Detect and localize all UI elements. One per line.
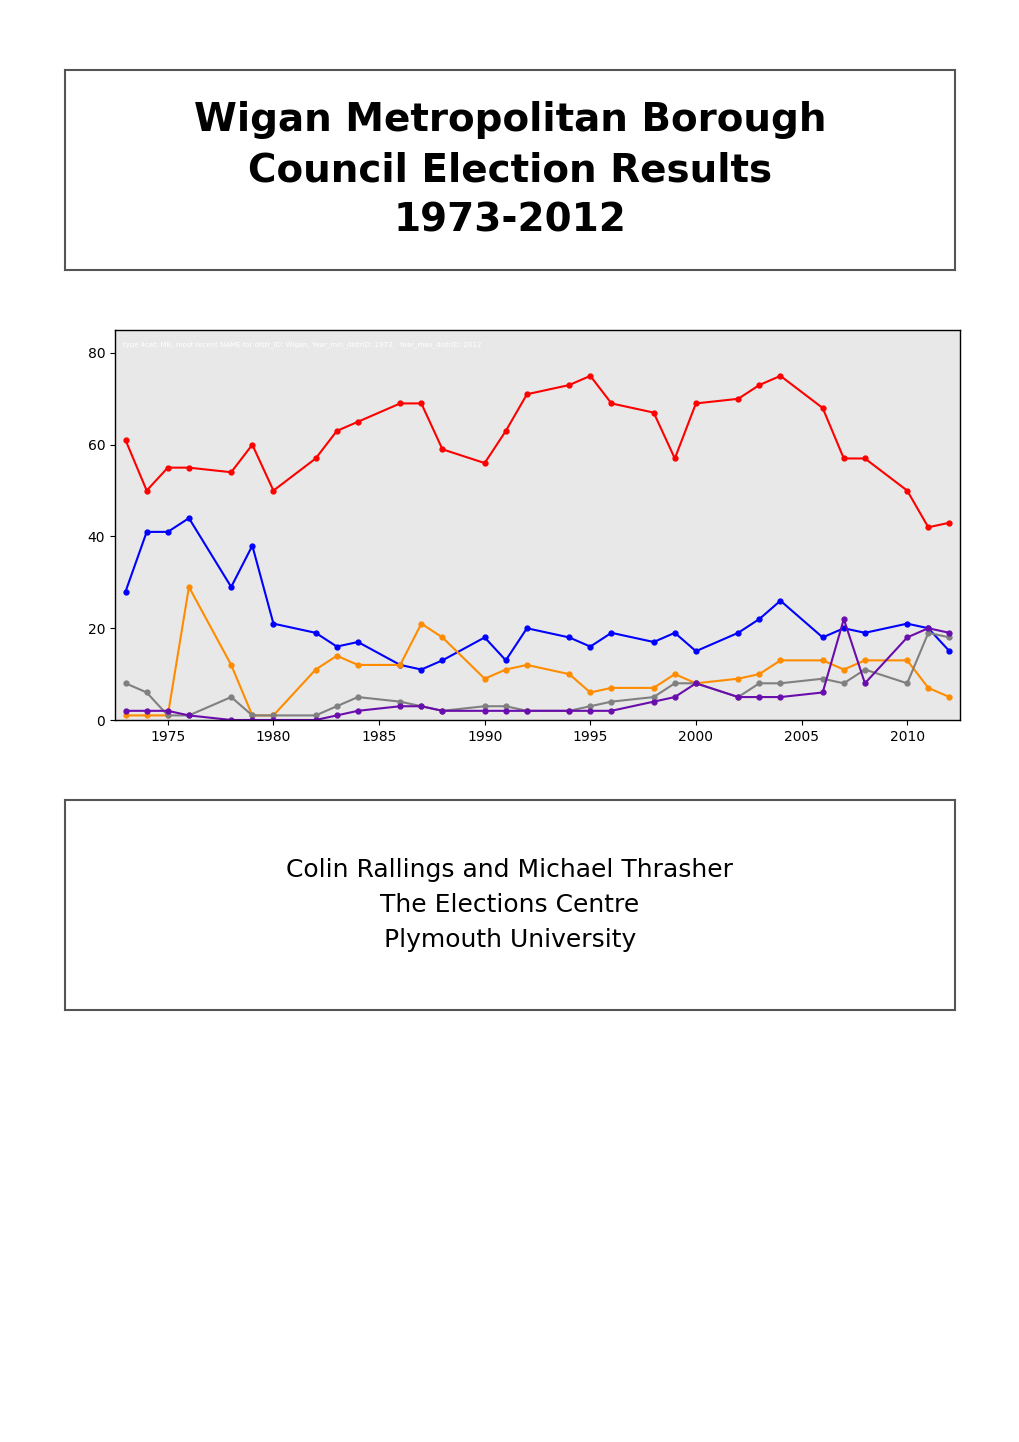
Text: type 4cat: MB, most recent NAME for distr_ID: Wigan, Year_min_distrID: 1973,  Ye: type 4cat: MB, most recent NAME for dist… bbox=[123, 342, 481, 349]
Text: Wigan Metropolitan Borough
Council Election Results
1973-2012: Wigan Metropolitan Borough Council Elect… bbox=[194, 101, 825, 239]
Text: Colin Rallings and Michael Thrasher
The Elections Centre
Plymouth University: Colin Rallings and Michael Thrasher The … bbox=[286, 858, 733, 952]
